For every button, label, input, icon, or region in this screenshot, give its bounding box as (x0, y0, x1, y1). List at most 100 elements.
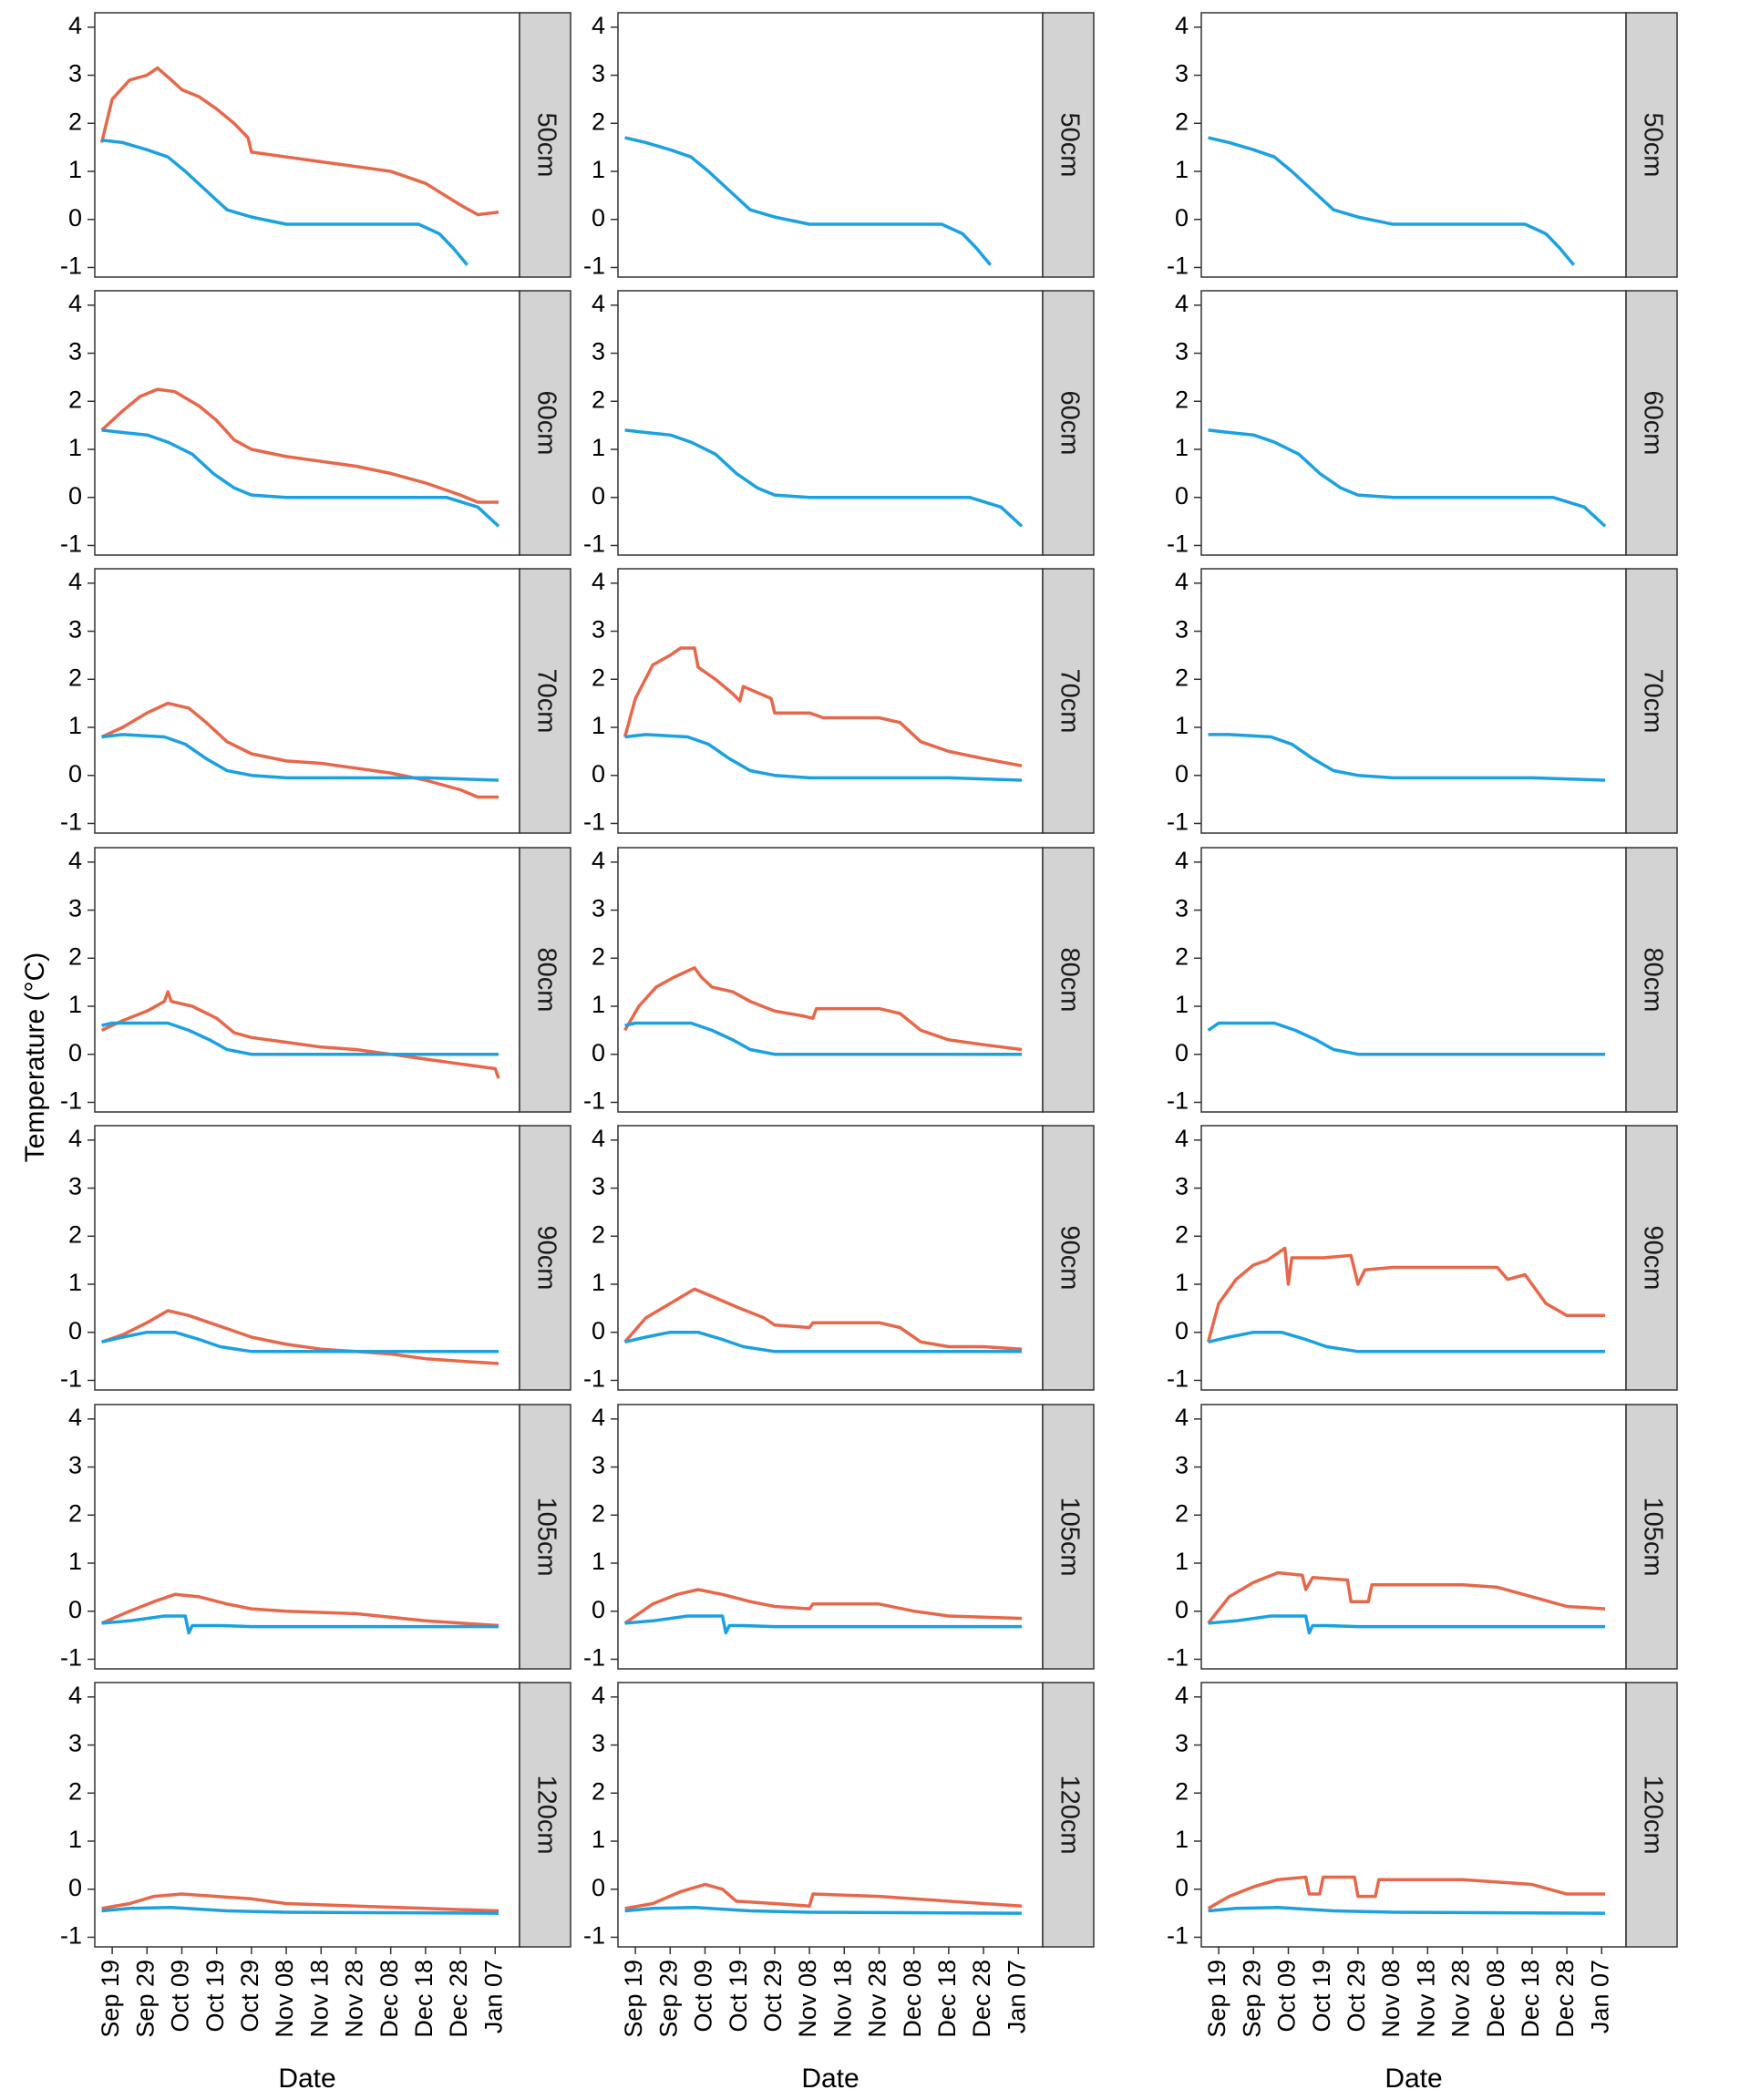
panel-frame (617, 12, 1044, 278)
panel-frame (94, 12, 520, 278)
panel-105cm-col3: 105cm -1 0 1 2 3 4 (1167, 1404, 1678, 1672)
y-tick-label: 4 (68, 1125, 82, 1152)
y-tick-label: 0 (592, 482, 605, 510)
y-tick-label: 0 (592, 760, 605, 788)
facet-strip (1625, 1404, 1678, 1670)
y-tick-label: 1 (1175, 991, 1189, 1018)
x-axes-layer: Sep 19 Sep 29 Oct 09 Oct 19 Oct 29 Nov 08 Nov … (97, 1947, 1613, 2038)
y-tick-label: 4 (1175, 568, 1189, 595)
y-tick-label: 0 (68, 1874, 82, 1901)
x-tick-label: Nov 08 (1377, 1960, 1405, 2038)
x-tick-label: Dec 08 (376, 1960, 403, 2038)
x-tick-label: Dec 18 (933, 1960, 961, 2038)
series-line-blue (101, 1021, 499, 1056)
series-line-blue (101, 1614, 499, 1635)
y-tick-label: 3 (68, 60, 82, 88)
y-tick-label: 2 (68, 1777, 82, 1805)
y-tick-label: 1 (592, 1269, 605, 1296)
y-tick-label: 4 (1175, 1125, 1189, 1152)
y-tick-label: 0 (1175, 760, 1189, 788)
facet-strip-label: 120cm (1638, 1775, 1667, 1854)
y-tick-label: 2 (1175, 664, 1189, 691)
y-tick-label: 4 (592, 847, 605, 874)
y-tick-label: -1 (583, 1087, 605, 1115)
y-tick-label: -1 (60, 1644, 82, 1672)
facet-strip-label: 105cm (1055, 1497, 1084, 1576)
panel-80cm-col3: 80cm -1 0 1 2 3 4 (1167, 847, 1678, 1115)
y-tick-label: 4 (1175, 1404, 1189, 1431)
facet-strip (519, 568, 571, 834)
x-tick-label: Nov 28 (1447, 1960, 1475, 2038)
y-tick-label: 0 (68, 482, 82, 510)
x-tick-label: Dec 08 (1482, 1960, 1509, 2038)
x-axis-title: Date (801, 2064, 859, 2094)
panel-120cm-col2: 120cm -1 0 1 2 3 4 (583, 1682, 1095, 1950)
panel-80cm-col1: 80cm -1 0 1 2 3 4 (60, 847, 571, 1115)
y-tick-label: 1 (68, 712, 82, 739)
y-tick-label: 2 (68, 108, 82, 135)
y-tick-label: 2 (1175, 1499, 1189, 1527)
x-tick-label: Dec 28 (445, 1960, 472, 2038)
panel-105cm-col2: 105cm -1 0 1 2 3 4 (583, 1404, 1095, 1672)
facet-strip-label: 120cm (531, 1775, 561, 1854)
y-tick-label: 1 (68, 434, 82, 461)
y-tick-label: 2 (1175, 386, 1189, 413)
panel-frame (1200, 12, 1627, 278)
y-tick-label: 3 (1175, 616, 1189, 643)
y-tick-label: 2 (592, 108, 605, 135)
facet-strip (1042, 568, 1095, 834)
y-tick-label: 4 (1175, 12, 1189, 39)
series-line-red (1207, 1875, 1606, 1910)
y-tick-label: -1 (583, 252, 605, 280)
y-tick-label: 0 (68, 1039, 82, 1066)
facet-strip (519, 1125, 571, 1391)
y-tick-label: 3 (592, 338, 605, 365)
y-tick-label: 0 (592, 204, 605, 232)
y-tick-label: 3 (592, 1173, 605, 1200)
panel-frame (617, 1404, 1044, 1670)
y-tick-label: 2 (68, 664, 82, 691)
y-tick-label: -1 (583, 808, 605, 836)
y-tick-label: 1 (1175, 1269, 1189, 1296)
y-tick-label: 1 (1175, 1548, 1189, 1575)
y-tick-label: 3 (1175, 1173, 1189, 1200)
facet-strip (1625, 847, 1678, 1113)
y-tick-label: 2 (68, 942, 82, 970)
series-line-blue (101, 138, 469, 266)
facet-strip-label: 80cm (531, 948, 561, 1013)
y-tick-label: 3 (68, 616, 82, 643)
y-tick-label: 4 (1175, 1682, 1189, 1709)
panel-90cm-col1: 90cm -1 0 1 2 3 4 (60, 1125, 571, 1393)
x-tick-label: Oct 09 (167, 1960, 194, 2033)
y-tick-label: 3 (592, 1730, 605, 1757)
facet-strip-label: 60cm (1638, 391, 1667, 456)
y-tick-label: 4 (592, 1125, 605, 1152)
y-tick-label: 2 (592, 1220, 605, 1248)
panel-frame (617, 568, 1044, 834)
series-line-red (623, 966, 1023, 1052)
x-tick-label: Sep 29 (654, 1960, 682, 2038)
y-tick-label: 4 (68, 568, 82, 595)
y-tick-label: 3 (592, 895, 605, 922)
panel-105cm-col1: 105cm -1 0 1 2 3 4 (60, 1404, 571, 1672)
panel-frame (617, 290, 1044, 556)
panel-frame (1200, 1682, 1627, 1948)
panel-70cm-col3: 70cm -1 0 1 2 3 4 (1167, 568, 1678, 836)
y-tick-label: 2 (1175, 108, 1189, 135)
y-tick-label: 1 (68, 1826, 82, 1853)
facet-strip (1042, 290, 1095, 556)
y-tick-label: 2 (592, 664, 605, 691)
y-tick-label: -1 (60, 1087, 82, 1115)
panel-70cm-col2: 70cm -1 0 1 2 3 4 (583, 568, 1095, 836)
facet-strip (1625, 1682, 1678, 1948)
series-line-blue (101, 428, 500, 528)
y-tick-label: 0 (1175, 1874, 1189, 1901)
series-line-red (100, 387, 499, 504)
y-tick-label: 4 (68, 1682, 82, 1709)
facet-strip (1042, 847, 1095, 1113)
series-line-blue (624, 1906, 1023, 1915)
facet-strip-label: 105cm (531, 1497, 561, 1576)
y-tick-label: 2 (592, 386, 605, 413)
facet-strip (1625, 12, 1678, 278)
y-tick-label: 3 (68, 1452, 82, 1479)
